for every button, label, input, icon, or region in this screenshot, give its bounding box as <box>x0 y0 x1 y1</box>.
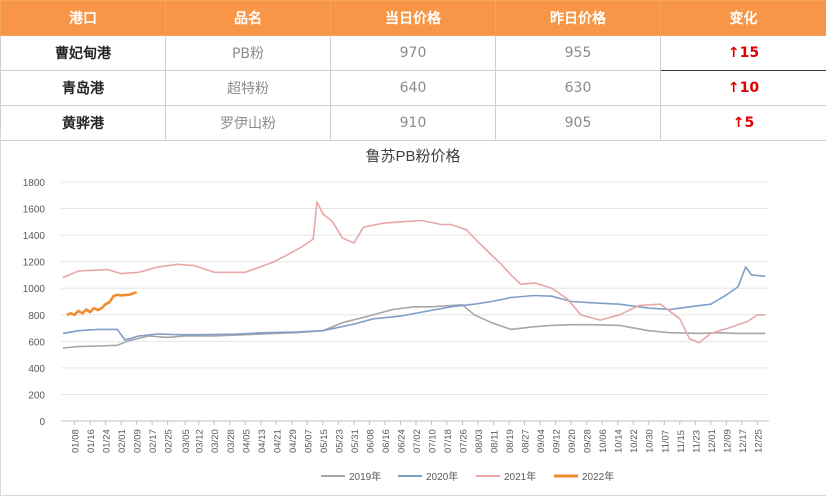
series-line-2022年 <box>67 292 137 315</box>
x-tick-label: 10/14 <box>614 429 625 453</box>
x-tick-label: 05/23 <box>334 429 345 453</box>
x-tick-label: 05/07 <box>303 429 314 453</box>
x-tick-label: 07/18 <box>443 429 454 453</box>
x-tick-label: 07/10 <box>427 429 438 453</box>
change-cell: ↑15 <box>661 36 826 71</box>
x-tick-label: 07/02 <box>412 429 423 453</box>
x-tick-label: 01/24 <box>102 429 113 453</box>
x-tick-label: 06/24 <box>396 429 407 453</box>
x-tick-label: 11/15 <box>676 430 687 453</box>
x-tick-label: 11/23 <box>691 430 702 453</box>
x-tick-label: 04/05 <box>241 429 252 453</box>
y-tick-label: 200 <box>28 390 45 401</box>
x-tick-label: 08/11 <box>490 430 501 453</box>
x-tick-label: 09/04 <box>536 429 547 453</box>
y-tick-label: 0 <box>39 417 45 428</box>
table-header-row: 港口 品名 当日价格 昨日价格 变化 <box>1 1 826 36</box>
series-line-2021年 <box>63 202 765 343</box>
change-cell: ↑10 <box>661 71 826 106</box>
x-tick-label: 03/05 <box>181 429 192 453</box>
table-row: 青岛港 超特粉 640 630 ↑10 <box>1 71 826 106</box>
product-cell: PB粉 <box>166 36 331 71</box>
y-tick-label: 400 <box>28 364 45 375</box>
x-tick-label: 07/26 <box>459 429 470 453</box>
x-tick-label: 05/15 <box>319 429 330 453</box>
up-arrow-icon: ↑ <box>733 115 745 131</box>
x-tick-label: 04/21 <box>272 429 283 453</box>
legend-label: 2019年 <box>349 470 381 483</box>
x-tick-label: 05/31 <box>350 429 361 453</box>
x-tick-label: 08/19 <box>505 429 516 453</box>
x-tick-label: 11/07 <box>660 430 671 453</box>
x-tick-label: 09/28 <box>583 429 594 453</box>
header-today-price: 当日价格 <box>331 1 496 36</box>
header-product: 品名 <box>166 1 331 36</box>
y-tick-label: 800 <box>28 311 45 322</box>
today-price-cell: 970 <box>331 36 496 71</box>
product-cell: 超特粉 <box>166 71 331 106</box>
legend-label: 2021年 <box>504 470 536 483</box>
y-tick-label: 1800 <box>23 178 46 189</box>
y-tick-label: 1600 <box>23 205 46 216</box>
x-tick-label: 03/12 <box>195 429 206 453</box>
price-line-chart: 鲁苏PB粉价格 0 200 400 600 800 1000 1200 1400 1600 180… <box>1 133 826 495</box>
header-change: 变化 <box>661 1 826 36</box>
x-tick-label: 02/17 <box>148 429 159 453</box>
x-tick-label: 12/09 <box>722 429 733 453</box>
today-price-cell: 640 <box>331 71 496 106</box>
x-tick-label: 06/08 <box>365 429 376 453</box>
yesterday-price-cell: 630 <box>496 71 661 106</box>
port-cell: 曹妃甸港 <box>1 36 166 71</box>
x-tick-label: 09/12 <box>552 429 563 453</box>
legend-label: 2022年 <box>582 470 614 483</box>
x-tick-label: 08/27 <box>521 429 532 453</box>
yesterday-price-cell: 955 <box>496 36 661 71</box>
y-tick-label: 1000 <box>23 284 46 295</box>
y-tick-label: 600 <box>28 337 45 348</box>
change-value: 15 <box>740 45 759 61</box>
port-cell: 青岛港 <box>1 71 166 106</box>
x-tick-label: 03/28 <box>226 429 237 453</box>
y-tick-label: 1400 <box>23 231 46 242</box>
x-tick-label: 10/22 <box>629 429 640 453</box>
x-tick-label: 02/09 <box>133 429 144 453</box>
x-tick-label: 08/03 <box>474 429 485 453</box>
change-value: 5 <box>744 115 754 131</box>
table-row: 曹妃甸港 PB粉 970 955 ↑15 <box>1 36 826 71</box>
x-tick-label: 09/20 <box>567 429 578 453</box>
x-tick-label: 12/25 <box>753 429 764 453</box>
x-tick-label: 12/17 <box>738 429 749 453</box>
x-tick-label: 04/13 <box>257 429 268 453</box>
x-tick-label: 03/20 <box>210 429 221 453</box>
x-tick-label: 10/06 <box>598 429 609 453</box>
x-tick-label: 06/16 <box>381 429 392 453</box>
price-table: 港口 品名 当日价格 昨日价格 变化 曹妃甸港 PB粉 970 955 ↑15 … <box>0 0 826 141</box>
x-tick-label: 04/29 <box>288 429 299 453</box>
x-tick-label: 12/01 <box>707 429 718 453</box>
x-tick-label: 01/08 <box>71 429 82 453</box>
header-port: 港口 <box>1 1 166 36</box>
chart-title: 鲁苏PB粉价格 <box>365 148 460 165</box>
x-tick-label: 02/01 <box>117 429 128 453</box>
up-arrow-icon: ↑ <box>728 80 740 96</box>
x-tick-label: 01/16 <box>86 429 97 453</box>
up-arrow-icon: ↑ <box>728 45 740 61</box>
x-tick-label: 10/30 <box>645 429 656 453</box>
chart-area: 鲁苏PB粉价格 0 200 400 600 800 1000 1200 1400 1600 180… <box>0 133 826 496</box>
x-tick-label: 02/25 <box>164 429 175 453</box>
header-yesterday-price: 昨日价格 <box>496 1 661 36</box>
legend-label: 2020年 <box>426 470 458 483</box>
y-tick-label: 1200 <box>23 258 46 269</box>
change-value: 10 <box>740 80 759 96</box>
